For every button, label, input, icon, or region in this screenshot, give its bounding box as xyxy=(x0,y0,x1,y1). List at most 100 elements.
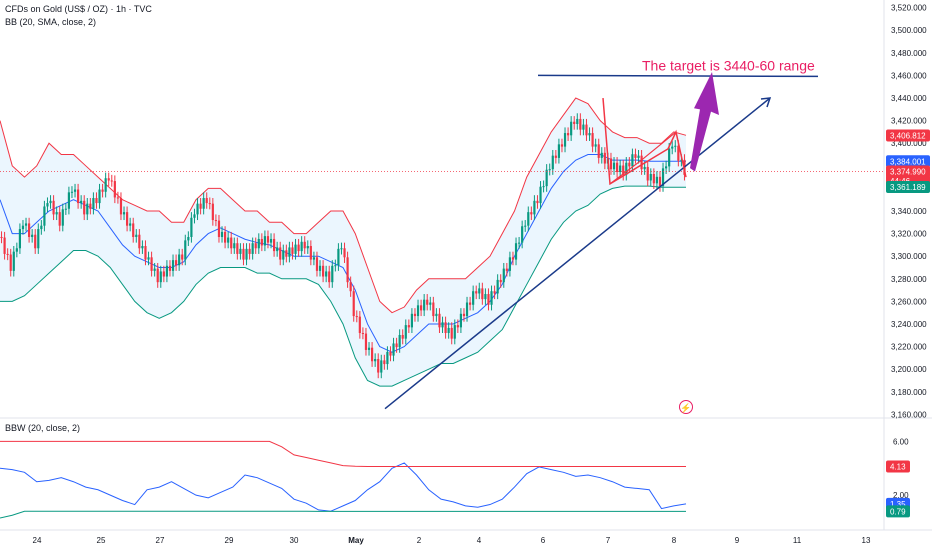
price-tick-label: 3,240.000 xyxy=(891,320,927,329)
price-candles xyxy=(0,113,686,379)
candle-body xyxy=(297,244,300,252)
chart-drawings[interactable]: The target is 3440-60 range xyxy=(384,57,819,410)
candle-body xyxy=(46,203,49,207)
lightning-icon[interactable]: ⚡ xyxy=(679,400,693,414)
candle-body xyxy=(263,236,267,246)
price-axis[interactable]: 3,520.000 3,500.000 3,480.000 3,460.000 3,44… xyxy=(886,4,930,420)
candle-body xyxy=(664,166,668,169)
candle-body xyxy=(361,333,365,335)
candle-body xyxy=(162,271,165,277)
target-annotation: The target is 3440-60 range xyxy=(642,57,815,73)
candle-body xyxy=(174,260,178,266)
candle-body xyxy=(76,189,80,204)
candle-body xyxy=(637,155,640,158)
candle-body xyxy=(649,174,652,181)
candle-body xyxy=(671,146,674,149)
candle-body xyxy=(643,166,646,170)
candle-body xyxy=(465,302,469,317)
candle-body xyxy=(282,250,285,260)
indicator-axis[interactable]: 6.00 2.00 4.13 1.350.79 xyxy=(886,437,910,518)
candle-body xyxy=(147,257,150,260)
candle-body xyxy=(187,236,190,241)
indicator-badge xyxy=(886,505,910,518)
bbw-legend[interactable]: BBW (20, close, 2) xyxy=(5,423,81,433)
candle-body xyxy=(499,279,502,283)
time-tick-label: 9 xyxy=(735,536,740,545)
candle-body xyxy=(619,165,622,173)
candle-body xyxy=(594,144,597,147)
candle-body xyxy=(31,234,34,237)
candle-body xyxy=(334,265,337,267)
price-tick-label: 3,340.000 xyxy=(891,207,927,216)
candle-body xyxy=(279,247,282,260)
candle-body xyxy=(349,282,352,292)
candle-body xyxy=(92,198,95,209)
candle-body xyxy=(570,121,573,136)
candle-body xyxy=(227,237,230,243)
bb-legend[interactable]: BB (20, SMA, close, 2) xyxy=(5,17,97,27)
candle-body xyxy=(505,268,508,271)
time-tick-label: 29 xyxy=(225,536,234,545)
candle-body xyxy=(655,176,659,184)
candle-body xyxy=(459,313,463,328)
price-tick-label: 3,220.000 xyxy=(891,343,927,352)
symbol-legend[interactable]: CFDs on Gold (US$ / OZ) · 1h · TVC xyxy=(5,4,152,14)
time-axis[interactable]: 24 25 27 29 30 May 2 4 6 7 8 9 11 13 xyxy=(33,536,871,545)
price-tick-label: 3,160.000 xyxy=(891,410,927,419)
candle-body xyxy=(236,243,239,254)
candle-body xyxy=(511,257,515,260)
candle-body xyxy=(248,248,251,254)
candle-body xyxy=(551,155,554,170)
candle-body xyxy=(343,248,346,258)
candle-body xyxy=(12,251,15,271)
candle-body xyxy=(548,169,551,171)
candle-body xyxy=(346,257,349,283)
price-badge-label: 3,384.001 xyxy=(890,157,926,166)
candle-body xyxy=(315,257,319,271)
candle-body xyxy=(138,234,141,249)
candle-body xyxy=(472,291,475,305)
candle-body xyxy=(254,243,257,249)
candle-body xyxy=(478,288,481,294)
candle-body xyxy=(419,305,423,311)
candle-body xyxy=(3,237,6,254)
candle-body xyxy=(328,271,331,283)
candle-body xyxy=(300,241,303,252)
candle-body xyxy=(677,145,680,161)
time-tick-label: 4 xyxy=(477,536,482,545)
candle-body xyxy=(217,220,221,237)
candle-body xyxy=(395,343,398,348)
candle-body xyxy=(533,200,536,215)
price-badge xyxy=(886,165,930,178)
candle-body xyxy=(426,299,429,305)
candle-body xyxy=(110,180,113,182)
candle-body xyxy=(374,358,377,362)
candle-body xyxy=(208,203,211,205)
candle-body xyxy=(70,191,74,193)
candle-body xyxy=(113,181,116,198)
candle-body xyxy=(144,246,147,260)
candle-body xyxy=(490,291,493,305)
trendline-arrowhead xyxy=(760,97,772,108)
candle-body xyxy=(321,265,325,277)
candle-body xyxy=(178,254,181,266)
time-tick-label: 13 xyxy=(862,536,871,545)
candle-body xyxy=(612,162,616,170)
candle-body xyxy=(171,260,175,271)
candle-body xyxy=(352,291,355,317)
candle-body xyxy=(389,351,392,356)
price-tick-label: 3,320.000 xyxy=(891,230,927,239)
price-tick-label: 3,260.000 xyxy=(891,297,927,306)
candle-body xyxy=(9,254,12,271)
candle-body xyxy=(573,121,576,125)
candle-body xyxy=(242,248,245,260)
indicator-badge-label: 4.13 xyxy=(890,463,906,472)
candle-body xyxy=(233,243,236,249)
candle-body xyxy=(122,212,126,215)
trendline xyxy=(384,97,771,410)
candle-body xyxy=(628,162,631,167)
indicator-tick-label: 2.00 xyxy=(893,491,909,500)
zigzag-path-2 xyxy=(609,131,677,185)
